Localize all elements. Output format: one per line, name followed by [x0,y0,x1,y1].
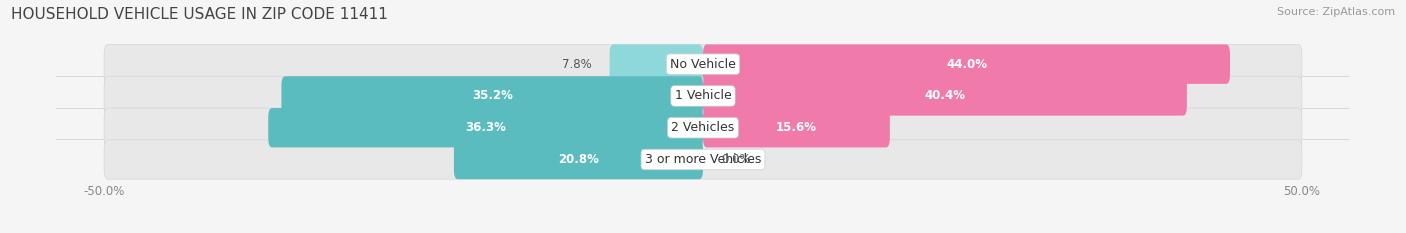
FancyBboxPatch shape [610,45,703,84]
Text: HOUSEHOLD VEHICLE USAGE IN ZIP CODE 11411: HOUSEHOLD VEHICLE USAGE IN ZIP CODE 1141… [11,7,388,22]
Text: 35.2%: 35.2% [472,89,513,103]
FancyBboxPatch shape [703,108,890,147]
Text: No Vehicle: No Vehicle [671,58,735,71]
Text: 44.0%: 44.0% [946,58,987,71]
FancyBboxPatch shape [281,76,703,116]
Text: 0.0%: 0.0% [721,153,751,166]
Text: 7.8%: 7.8% [562,58,592,71]
FancyBboxPatch shape [104,140,1302,179]
FancyBboxPatch shape [454,140,703,179]
Text: 1 Vehicle: 1 Vehicle [675,89,731,103]
Text: 2 Vehicles: 2 Vehicles [672,121,734,134]
Text: 3 or more Vehicles: 3 or more Vehicles [645,153,761,166]
FancyBboxPatch shape [104,108,1302,147]
FancyBboxPatch shape [703,45,1230,84]
Text: 15.6%: 15.6% [776,121,817,134]
FancyBboxPatch shape [104,76,1302,116]
FancyBboxPatch shape [104,45,1302,84]
Text: 40.4%: 40.4% [924,89,966,103]
Text: 36.3%: 36.3% [465,121,506,134]
Text: Source: ZipAtlas.com: Source: ZipAtlas.com [1277,7,1395,17]
FancyBboxPatch shape [703,76,1187,116]
Text: 20.8%: 20.8% [558,153,599,166]
FancyBboxPatch shape [269,108,703,147]
